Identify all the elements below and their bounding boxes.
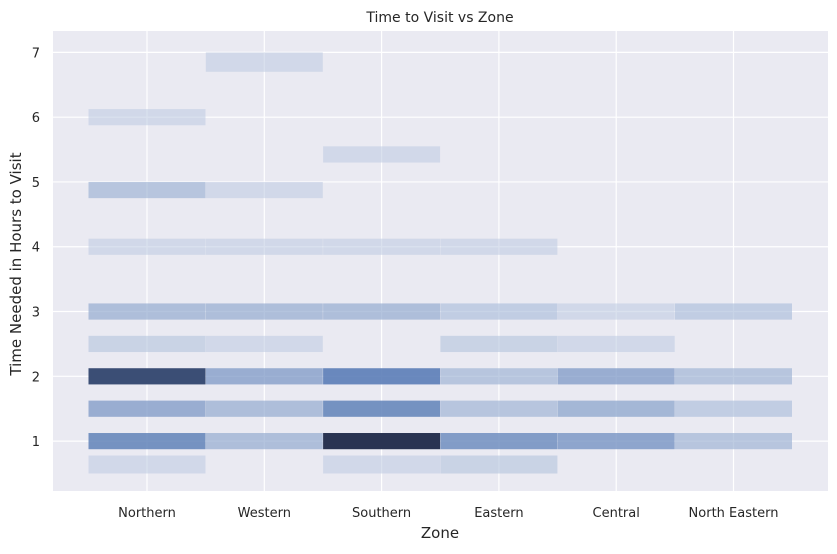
y-tick-labels: 1 2 3 4 5 6 7 [32,46,40,450]
plot-area [53,31,828,491]
y-tick-label: 4 [32,241,40,256]
heatmap-cell [205,433,323,450]
heatmap-cell [675,303,792,320]
heatmap-cell [205,181,323,199]
heatmap-cell [88,181,206,199]
y-axis-label: Time Needed in Hours to Visit [7,152,25,376]
heatmap-cell [440,303,558,320]
heatmap-cell [205,303,323,320]
y-tick-label: 2 [32,370,40,385]
heatmap-cell [440,433,558,450]
x-tick-label: Northern [118,506,176,521]
heatmap-cells [88,52,792,474]
y-tick-label: 5 [32,176,40,191]
heatmap-cell [88,433,206,450]
heatmap-cell [323,238,441,255]
heatmap-cell [440,335,558,353]
x-axis-label: Zone [421,524,459,542]
chart-title: Time to Visit vs Zone [365,10,513,26]
x-tick-label: Eastern [474,506,523,521]
heatmap-cell [557,400,675,417]
x-tick-labels: Northern Western Southern Eastern Central Nor… [118,506,778,521]
heatmap-cell [88,238,206,255]
heatmap-cell [440,455,558,474]
y-tick-label: 6 [32,111,40,126]
heatmap-cell [205,52,323,72]
heatmap-cell [557,335,675,353]
heatmap-cell [440,368,558,385]
heatmap-cell [205,238,323,255]
y-tick-label: 3 [32,306,40,321]
heatmap-cell [323,455,441,474]
heatmap-cell [88,109,206,126]
heatmap-cell [557,433,675,450]
heatmap-cell [675,400,792,417]
heatmap-cell [88,455,206,474]
heatmap-cell [675,433,792,450]
heatmap-cell [440,238,558,255]
y-tick-label: 7 [32,46,40,61]
x-tick-label: North Eastern [689,506,779,521]
heatmap-cell [88,400,206,417]
heatmap-cell [323,146,441,163]
heatmap-cell [557,368,675,385]
heatmap-cell [88,303,206,320]
heatmap-cell [675,368,792,385]
heatmap-cell [323,303,441,320]
x-tick-label: Western [238,506,291,521]
heatmap-cell [323,433,441,450]
heatmap-cell [323,368,441,385]
x-tick-label: Central [593,506,640,521]
heatmap-cell [205,368,323,385]
heatmap-cell [557,303,675,320]
heatmap-cell [88,368,206,385]
heatmap-cell [323,400,441,417]
heatmap-cell [440,400,558,417]
x-tick-label: Southern [352,506,411,521]
y-tick-label: 1 [32,435,40,450]
heatmap-cell [205,400,323,417]
heatmap-cell [205,335,323,353]
heatmap-cell [88,335,206,353]
